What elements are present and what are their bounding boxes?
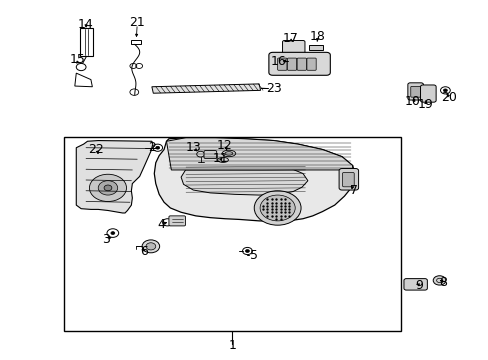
FancyBboxPatch shape	[297, 58, 306, 70]
Text: 22: 22	[88, 143, 103, 156]
Polygon shape	[76, 140, 153, 213]
Text: 3: 3	[102, 233, 109, 246]
Text: 21: 21	[129, 16, 145, 29]
Text: 18: 18	[309, 30, 325, 43]
Text: 9: 9	[414, 279, 422, 292]
Text: 10: 10	[404, 95, 420, 108]
FancyBboxPatch shape	[420, 85, 435, 102]
FancyBboxPatch shape	[282, 41, 305, 54]
Bar	[131, 40, 141, 44]
Text: 16: 16	[270, 55, 286, 68]
Text: 19: 19	[417, 98, 433, 111]
FancyBboxPatch shape	[268, 52, 330, 75]
Polygon shape	[152, 84, 260, 93]
Circle shape	[89, 174, 126, 202]
Circle shape	[146, 243, 156, 250]
FancyBboxPatch shape	[338, 168, 358, 190]
Ellipse shape	[224, 152, 232, 155]
Circle shape	[142, 240, 159, 253]
Bar	[64, 137, 400, 330]
Text: 1: 1	[228, 339, 236, 352]
Polygon shape	[154, 138, 355, 221]
Circle shape	[254, 191, 301, 225]
FancyBboxPatch shape	[410, 86, 420, 97]
FancyBboxPatch shape	[306, 58, 316, 70]
Text: 11: 11	[212, 152, 227, 165]
Text: 8: 8	[439, 276, 447, 289]
Bar	[308, 45, 323, 50]
FancyBboxPatch shape	[203, 150, 216, 158]
Polygon shape	[166, 138, 352, 170]
Text: 2: 2	[147, 141, 156, 154]
Text: 4: 4	[157, 218, 165, 231]
Ellipse shape	[222, 150, 235, 157]
Circle shape	[260, 195, 295, 221]
Text: 23: 23	[265, 82, 281, 95]
Polygon shape	[181, 163, 307, 195]
Circle shape	[104, 185, 112, 191]
Text: 13: 13	[185, 141, 201, 154]
Circle shape	[443, 89, 447, 92]
Circle shape	[98, 181, 118, 195]
Circle shape	[156, 146, 159, 149]
FancyBboxPatch shape	[168, 216, 185, 226]
FancyBboxPatch shape	[287, 58, 296, 70]
Text: 5: 5	[250, 249, 258, 262]
FancyBboxPatch shape	[407, 83, 423, 100]
Bar	[80, 28, 93, 56]
Circle shape	[245, 249, 249, 252]
Circle shape	[432, 276, 445, 285]
Text: 7: 7	[349, 184, 358, 197]
Text: 6: 6	[141, 245, 148, 258]
Text: 12: 12	[217, 139, 232, 152]
FancyBboxPatch shape	[403, 279, 427, 290]
Text: 14: 14	[78, 18, 94, 31]
Circle shape	[111, 231, 115, 234]
Polygon shape	[152, 84, 260, 93]
Text: 20: 20	[441, 91, 456, 104]
Text: 17: 17	[282, 32, 298, 45]
FancyBboxPatch shape	[342, 172, 353, 187]
FancyBboxPatch shape	[277, 58, 286, 70]
Text: 15: 15	[70, 53, 85, 66]
